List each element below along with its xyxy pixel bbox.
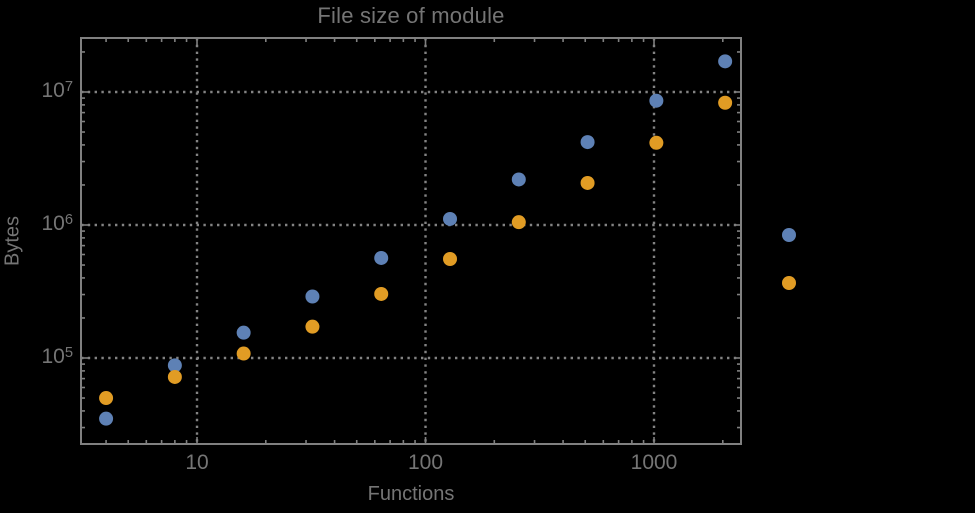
y-tick-label: 105 — [41, 345, 73, 368]
x-tick-label: 10 — [185, 451, 209, 474]
data-point-orange — [305, 319, 320, 334]
data-point-blue — [443, 211, 458, 226]
data-point-blue — [580, 135, 595, 150]
data-point-blue — [649, 93, 664, 108]
data-point-blue — [511, 172, 526, 187]
data-point-blue — [305, 289, 320, 304]
data-point-orange — [99, 391, 114, 406]
legend-marker-orange — [782, 276, 796, 290]
legend-marker-blue — [782, 228, 796, 242]
data-point-orange — [443, 252, 458, 267]
data-point-orange — [167, 369, 182, 384]
data-point-orange — [580, 175, 595, 190]
data-point-blue — [236, 325, 251, 340]
x-tick-label: 100 — [407, 451, 444, 474]
data-point-orange — [374, 286, 389, 301]
plot-frame — [80, 37, 742, 445]
y-tick-label: 107 — [41, 78, 73, 102]
data-point-blue — [718, 54, 733, 69]
data-point-blue — [99, 411, 114, 426]
data-point-orange — [511, 215, 526, 230]
y-tick-label: 106 — [41, 211, 73, 235]
data-point-orange — [718, 95, 733, 110]
data-point-blue — [374, 250, 389, 265]
x-tick-label: 1000 — [630, 451, 678, 474]
data-point-orange — [649, 135, 664, 150]
x-axis-label: Functions — [367, 483, 455, 505]
chart-title: File size of module — [317, 3, 505, 28]
y-axis-label: Bytes — [1, 215, 24, 267]
data-point-blue — [167, 358, 182, 373]
data-point-orange — [236, 346, 251, 361]
